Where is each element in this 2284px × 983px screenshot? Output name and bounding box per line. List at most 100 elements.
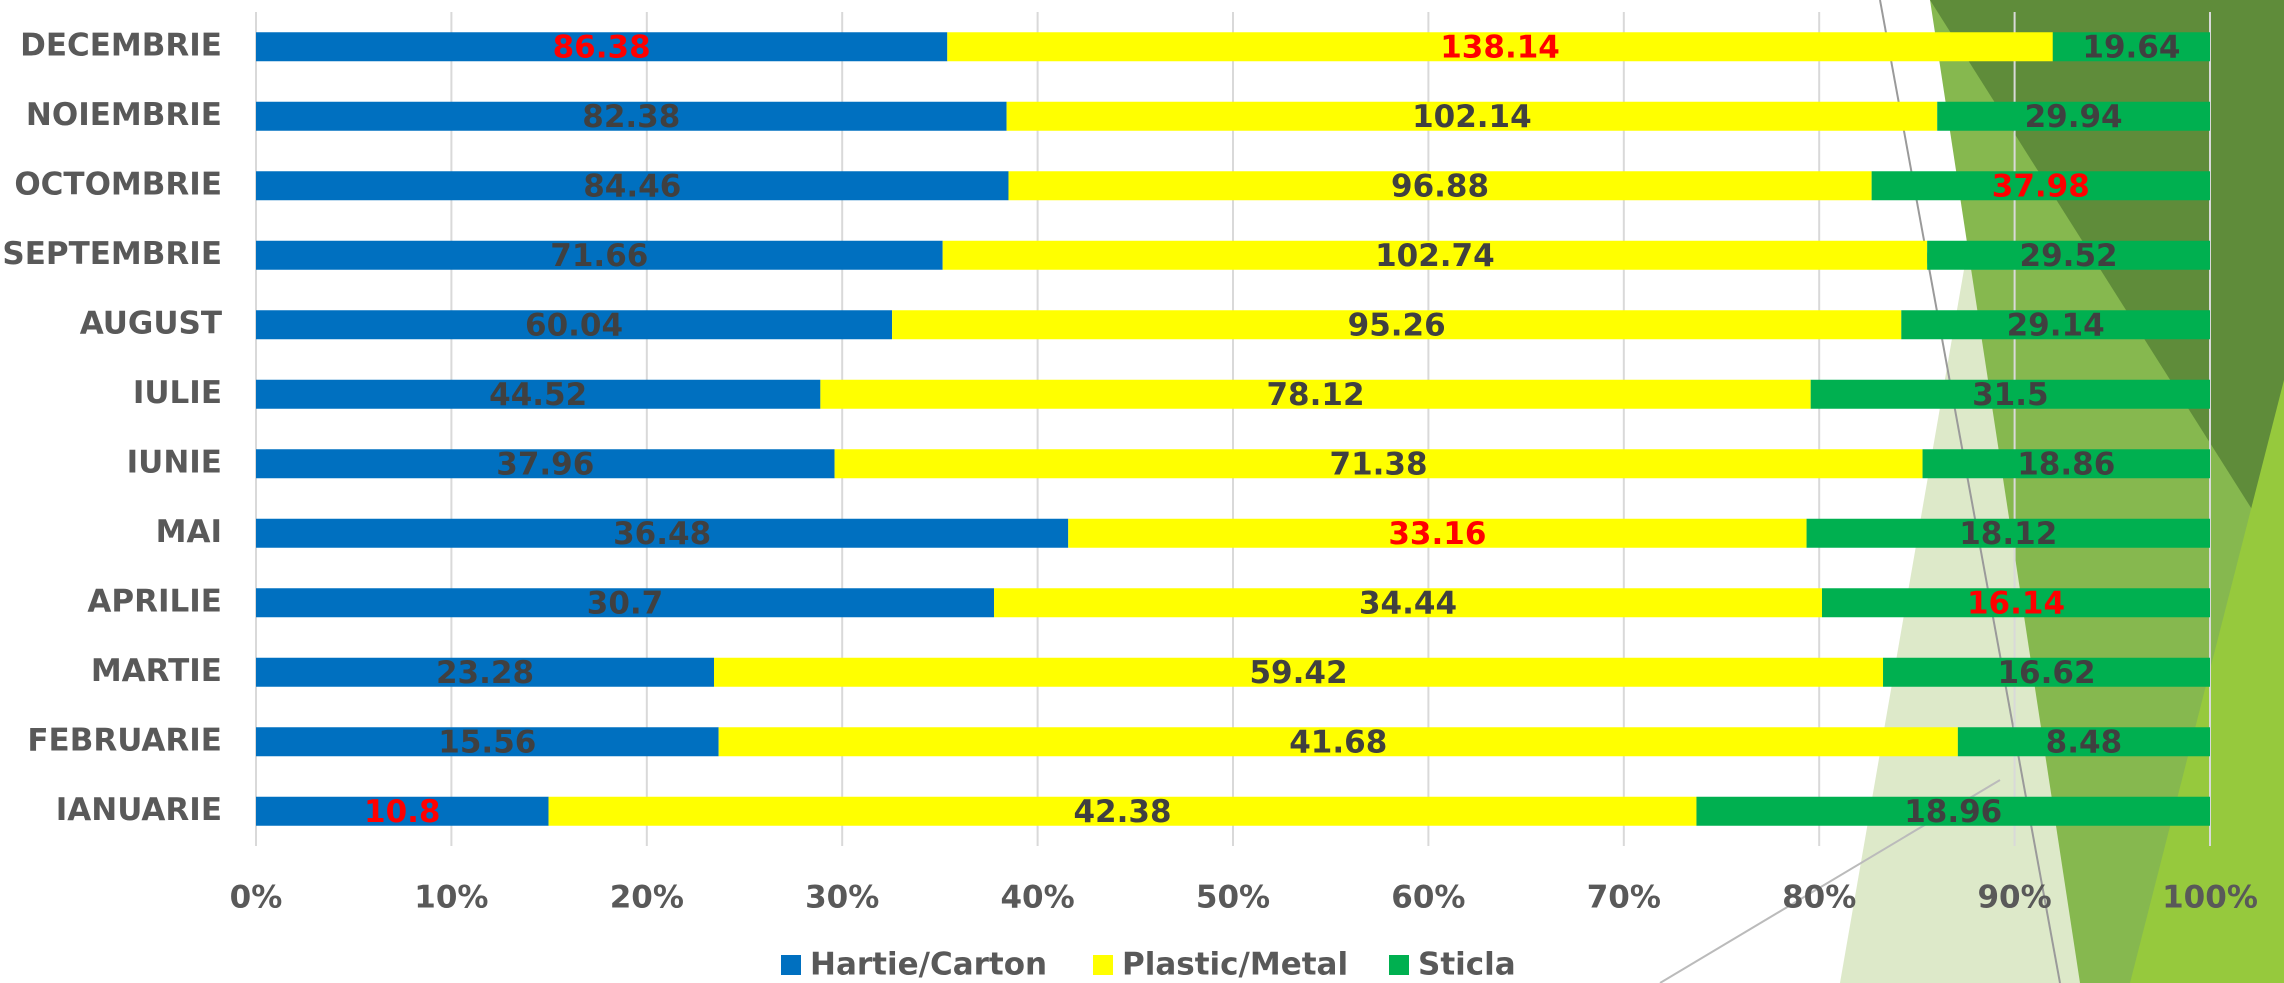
- bar-segment: [820, 379, 1811, 409]
- value-label: 10.8: [364, 794, 441, 830]
- bar-segment: [256, 588, 995, 618]
- value-label: 16.62: [1997, 655, 2095, 691]
- y-tick-label: IULIE: [133, 375, 222, 411]
- value-label: 31.5: [1972, 377, 2049, 413]
- value-label: 29.14: [2007, 307, 2105, 343]
- x-tick-label: 80%: [1782, 880, 1856, 916]
- bar-segment: [256, 657, 715, 687]
- bar-segment: [256, 727, 719, 757]
- x-tick-label: 30%: [805, 880, 879, 916]
- value-label: 29.94: [2025, 99, 2123, 135]
- value-label: 42.38: [1073, 794, 1171, 830]
- bar-segment: [1806, 518, 2210, 548]
- value-label: 18.96: [1904, 794, 2002, 830]
- x-tick-label: 100%: [2162, 880, 2258, 916]
- background-decoration: [1659, 0, 2284, 983]
- x-tick-label: 70%: [1587, 880, 1661, 916]
- bars: [256, 32, 2210, 826]
- value-label: 138.14: [1440, 29, 1560, 65]
- value-label: 71.38: [1330, 446, 1428, 482]
- value-label: 96.88: [1391, 168, 1489, 204]
- labels: 0% 10% 20% 30% 40% 50% 60% 70% 80% 90% 100% DECEMBR…: [2, 27, 2258, 915]
- bar-segment: [942, 240, 1928, 270]
- bar-segment: [256, 171, 1009, 201]
- value-label: 36.48: [613, 516, 711, 552]
- value-label: 102.74: [1375, 238, 1495, 274]
- value-label: 16.14: [1967, 585, 2065, 621]
- bar-segment: [834, 449, 1923, 479]
- y-tick-label: DECEMBRIE: [20, 27, 222, 63]
- value-label: 95.26: [1348, 307, 1446, 343]
- bar-segment: [256, 310, 893, 340]
- value-label: 30.7: [587, 585, 664, 621]
- bar-segment: [1696, 796, 2210, 826]
- value-label: 82.38: [582, 99, 680, 135]
- bar-segment: [892, 310, 1902, 340]
- bar-segment: [1937, 101, 2210, 131]
- value-label: 102.14: [1412, 99, 1532, 135]
- bar-segment: [1901, 310, 2210, 340]
- bar-segment: [1883, 657, 2210, 687]
- value-label: 15.56: [438, 724, 536, 760]
- grid: [255, 12, 2211, 846]
- bar-segment: [994, 588, 1822, 618]
- value-label: 84.46: [583, 168, 681, 204]
- value-label: 19.64: [2082, 29, 2180, 65]
- bar-segment: [256, 449, 835, 479]
- y-tick-label: NOIEMBRIE: [26, 97, 222, 133]
- bar-segment: [2052, 32, 2210, 62]
- value-label: 71.66: [550, 238, 648, 274]
- value-label: 60.04: [525, 307, 623, 343]
- value-label: 59.42: [1249, 655, 1347, 691]
- x-tick-label: 90%: [1977, 880, 2051, 916]
- legend-label: Plastic/Metal: [1122, 947, 1348, 983]
- y-tick-label: IANUARIE: [56, 792, 222, 828]
- legend-swatch: [1093, 955, 1113, 975]
- bar-segment: [1068, 518, 1807, 548]
- bar-segment: [1008, 171, 1872, 201]
- value-label: 86.38: [553, 29, 651, 65]
- bar-segment: [256, 240, 943, 270]
- x-tick-label: 20%: [610, 880, 684, 916]
- value-label: 37.98: [1992, 168, 2090, 204]
- bar-segment: [256, 379, 821, 409]
- x-tick-label: 10%: [414, 880, 488, 916]
- bar-segment: [947, 32, 2053, 62]
- x-tick-label: 50%: [1196, 880, 1270, 916]
- value-label: 8.48: [2046, 724, 2123, 760]
- x-tick-label: 0%: [230, 880, 283, 916]
- value-label: 18.12: [1959, 516, 2057, 552]
- bar-segment: [1922, 449, 2210, 479]
- value-label: 18.86: [2017, 446, 2115, 482]
- bar-segment: [1821, 588, 2210, 618]
- legend-swatch: [781, 955, 801, 975]
- legend-swatch: [1389, 955, 1409, 975]
- legend: Hartie/Carton Plastic/Metal Sticla: [781, 947, 1516, 983]
- bar-segment: [718, 727, 1958, 757]
- bar-segment: [1871, 171, 2210, 201]
- bar-segment: [256, 518, 1069, 548]
- value-label: 44.52: [489, 377, 587, 413]
- value-label: 41.68: [1289, 724, 1387, 760]
- legend-label: Hartie/Carton: [810, 947, 1047, 983]
- y-tick-label: SEPTEMBRIE: [2, 236, 222, 272]
- y-tick-label: MARTIE: [91, 653, 222, 689]
- legend-label: Sticla: [1418, 947, 1516, 983]
- y-tick-label: MAI: [156, 514, 222, 550]
- bar-segment: [1006, 101, 1938, 131]
- x-tick-label: 60%: [1391, 880, 1465, 916]
- y-tick-label: FEBRUARIE: [27, 722, 222, 758]
- x-tick-label: 40%: [1000, 880, 1074, 916]
- bar-segment: [1810, 379, 2210, 409]
- value-label: 37.96: [496, 446, 594, 482]
- value-label: 29.52: [2020, 238, 2118, 274]
- y-tick-label: OCTOMBRIE: [14, 166, 222, 202]
- value-label: 23.28: [436, 655, 534, 691]
- bar-segment: [714, 657, 1884, 687]
- value-label: 33.16: [1388, 516, 1486, 552]
- value-label: 78.12: [1266, 377, 1364, 413]
- bar-segment: [256, 796, 549, 826]
- y-tick-label: APRILIE: [87, 583, 222, 619]
